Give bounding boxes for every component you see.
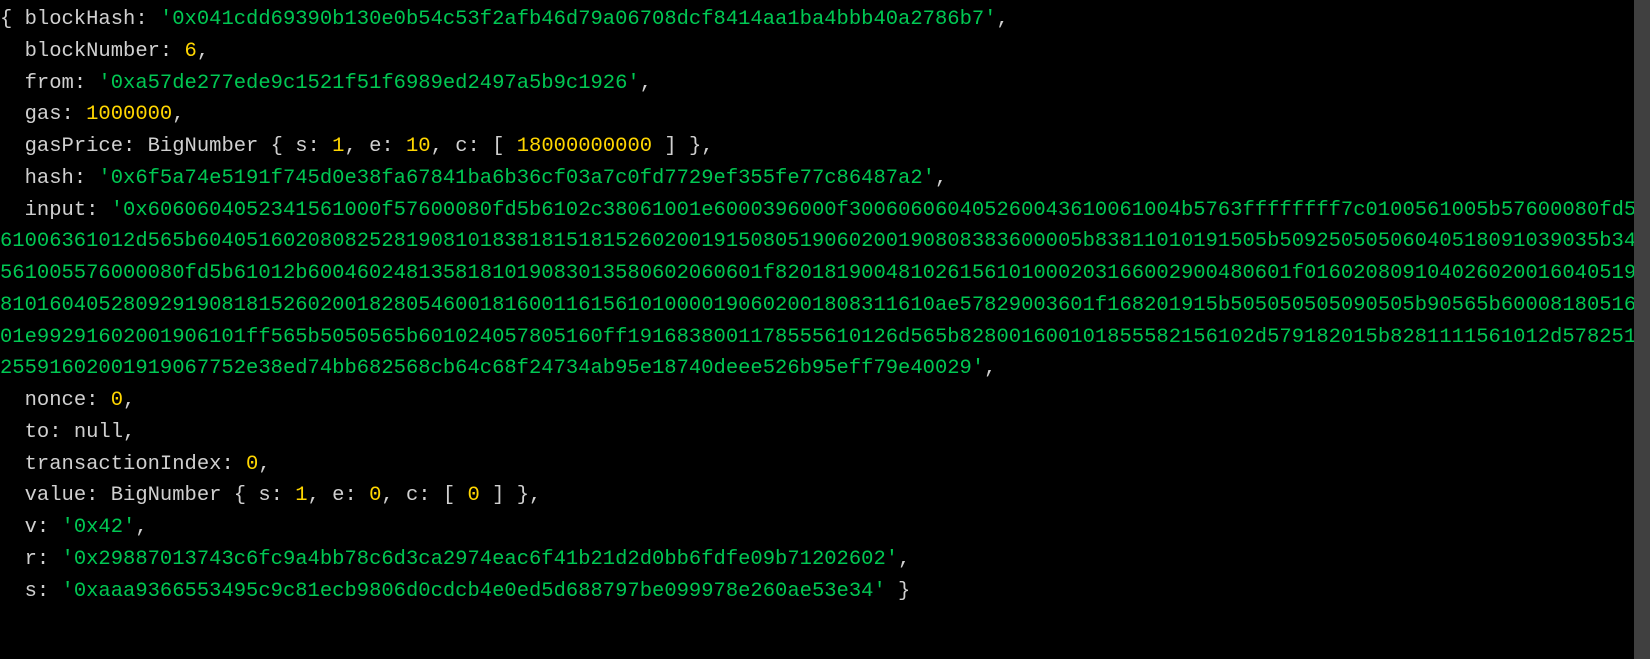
nonce-value: 0 bbox=[111, 389, 123, 412]
from-value: '0xa57de277ede9c1521f51f6989ed2497a5b9c1… bbox=[98, 72, 639, 95]
value-s: 1 bbox=[295, 484, 307, 507]
input-value: '0x6060604052341561000f57600080fd5b6102c… bbox=[0, 199, 1649, 381]
gasprice-c: 18000000000 bbox=[517, 135, 652, 158]
gasprice-s: 1 bbox=[332, 135, 344, 158]
r-value: '0x29887013743c6fc9a4bb78c6d3ca2974eac6f… bbox=[62, 548, 899, 571]
to-value: null bbox=[74, 421, 123, 444]
terminal-output: { blockHash: '0x041cdd69390b130e0b54c53f… bbox=[0, 0, 1650, 608]
v-value: '0x42' bbox=[62, 516, 136, 539]
blockhash-value: '0x041cdd69390b130e0b54c53f2afb46d79a067… bbox=[160, 8, 997, 31]
s-value: '0xaaa9366553495c9c81ecb9806d0cdcb4e0ed5… bbox=[62, 580, 886, 603]
gas-value: 1000000 bbox=[86, 103, 172, 126]
blocknumber-value: 6 bbox=[185, 40, 197, 63]
hash-value: '0x6f5a74e5191f745d0e38fa67841ba6b36cf03… bbox=[98, 167, 935, 190]
gasprice-e: 10 bbox=[406, 135, 431, 158]
value-c: 0 bbox=[468, 484, 480, 507]
value-e: 0 bbox=[369, 484, 381, 507]
txindex-value: 0 bbox=[246, 453, 258, 476]
scrollbar[interactable] bbox=[1634, 0, 1650, 659]
